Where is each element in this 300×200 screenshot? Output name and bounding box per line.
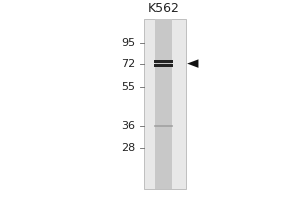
Bar xyxy=(154,125,173,127)
Bar xyxy=(155,19,172,189)
Bar xyxy=(154,64,173,67)
Text: 28: 28 xyxy=(121,143,135,153)
Polygon shape xyxy=(187,59,198,68)
Text: 36: 36 xyxy=(121,121,135,131)
Text: K562: K562 xyxy=(147,2,179,15)
Bar xyxy=(144,19,186,189)
Text: 95: 95 xyxy=(121,38,135,48)
Text: 72: 72 xyxy=(121,59,135,69)
Bar xyxy=(154,60,173,63)
Text: 55: 55 xyxy=(121,82,135,92)
